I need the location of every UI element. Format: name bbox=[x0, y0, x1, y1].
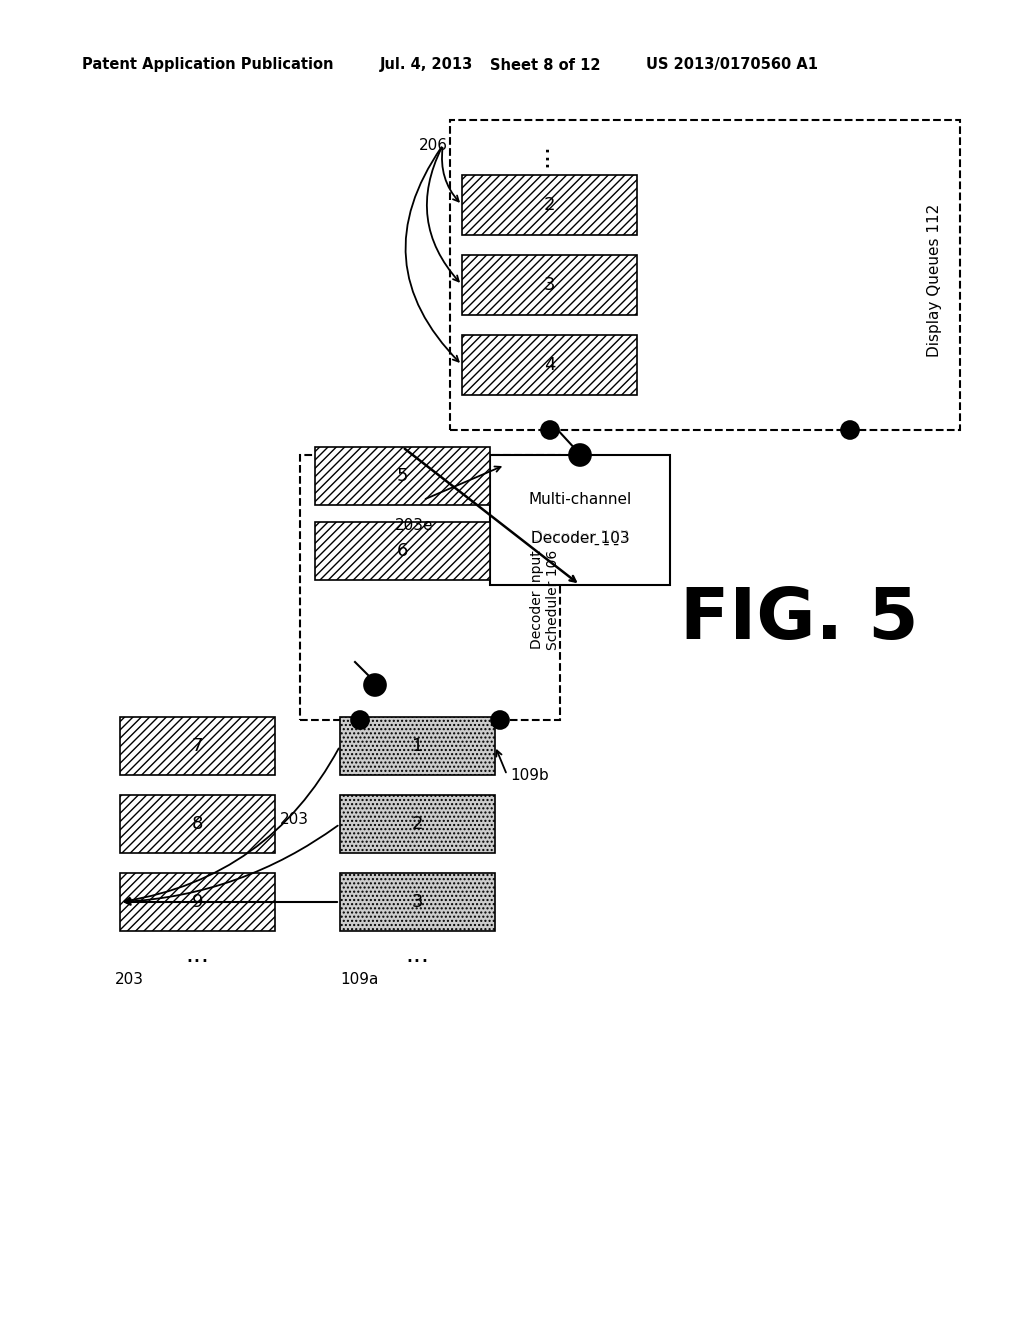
Text: 5: 5 bbox=[396, 467, 409, 484]
Text: Sheet 8 of 12: Sheet 8 of 12 bbox=[490, 58, 600, 73]
Text: Decoder Input
Scheduler 106: Decoder Input Scheduler 106 bbox=[529, 550, 560, 651]
Text: 6: 6 bbox=[397, 543, 409, 560]
Bar bbox=[340, 795, 495, 853]
Text: 206: 206 bbox=[419, 137, 449, 153]
Text: 109b: 109b bbox=[510, 767, 549, 783]
Text: ...: ... bbox=[528, 143, 552, 168]
Circle shape bbox=[351, 711, 369, 729]
Bar bbox=[315, 521, 490, 579]
Text: 4: 4 bbox=[544, 356, 555, 374]
Text: Decoder 103: Decoder 103 bbox=[530, 531, 630, 545]
Bar bbox=[120, 795, 275, 853]
Bar bbox=[462, 176, 637, 235]
Text: 112a: 112a bbox=[382, 492, 420, 507]
Text: 203e: 203e bbox=[395, 517, 433, 532]
Text: FIG. 5: FIG. 5 bbox=[680, 586, 919, 655]
Text: 2: 2 bbox=[412, 814, 423, 833]
Bar bbox=[450, 120, 961, 430]
Text: Decoder ̱1̱0̱3: Decoder ̱1̱0̱3 bbox=[530, 531, 630, 545]
Circle shape bbox=[841, 421, 859, 440]
Text: Display Queues 112: Display Queues 112 bbox=[928, 203, 942, 356]
Text: 9: 9 bbox=[191, 894, 203, 911]
Circle shape bbox=[569, 444, 591, 466]
Text: Multi-channel: Multi-channel bbox=[528, 492, 632, 507]
Text: US 2013/0170560 A1: US 2013/0170560 A1 bbox=[646, 58, 818, 73]
Text: 1: 1 bbox=[412, 737, 423, 755]
Bar bbox=[462, 335, 637, 395]
Text: ...: ... bbox=[406, 942, 429, 968]
Text: 203: 203 bbox=[280, 813, 309, 828]
Circle shape bbox=[541, 421, 559, 440]
Text: 2: 2 bbox=[544, 195, 555, 214]
Bar bbox=[340, 717, 495, 775]
Bar bbox=[120, 717, 275, 775]
Bar bbox=[300, 455, 560, 719]
Bar bbox=[315, 447, 490, 506]
Text: 8: 8 bbox=[191, 814, 203, 833]
Text: 109a: 109a bbox=[340, 973, 379, 987]
Circle shape bbox=[490, 711, 509, 729]
Text: ...: ... bbox=[185, 942, 209, 968]
Text: 3: 3 bbox=[544, 276, 555, 294]
Bar bbox=[462, 255, 637, 315]
Text: Decoder 103: Decoder 103 bbox=[530, 531, 630, 545]
Text: 3: 3 bbox=[412, 894, 423, 911]
Text: 203: 203 bbox=[115, 973, 144, 987]
Bar bbox=[120, 873, 275, 931]
Text: Patent Application Publication: Patent Application Publication bbox=[82, 58, 334, 73]
Circle shape bbox=[364, 675, 386, 696]
Text: 7: 7 bbox=[191, 737, 203, 755]
Bar bbox=[340, 873, 495, 931]
Text: Jul. 4, 2013: Jul. 4, 2013 bbox=[380, 58, 473, 73]
Bar bbox=[490, 455, 670, 585]
